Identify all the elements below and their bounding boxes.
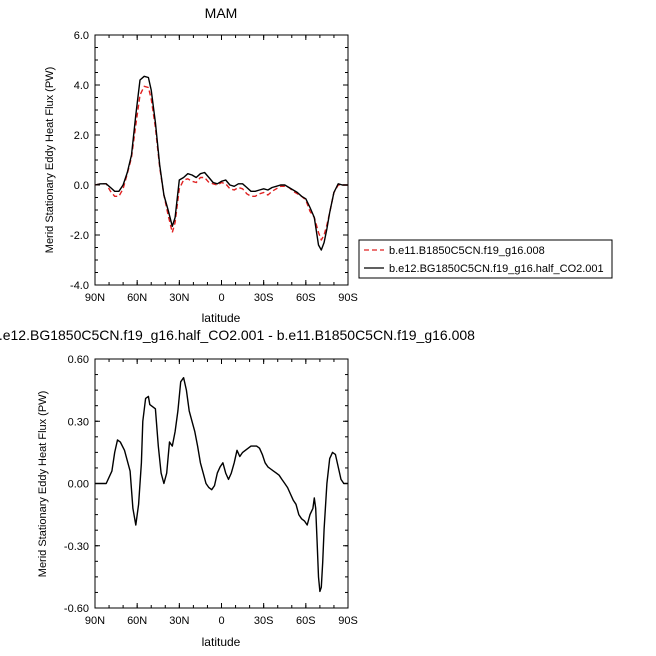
top-x-tick-label: 90N: [85, 292, 105, 304]
top-plot-frame: [94, 34, 349, 286]
top-series-layer: [94, 75, 348, 251]
top-y-tick-label: 4.0: [74, 80, 89, 92]
top-y-tick-label: 0.0: [74, 180, 89, 192]
bottom-chart-title: b.e12.BG1850C5CN.f19_g16.half_CO2.001 - …: [0, 327, 475, 343]
top-x-tick-label: 60N: [127, 292, 147, 304]
top-series-line-2: [94, 75, 348, 251]
top-chart: MAM 6.0 4.0 2.0 0.0 -2.0 -4.0 90N 60N 30N 0 30S 60…: [44, 5, 613, 325]
bottom-y-axis-label: Merid Stationary Eddy Heat Flux (PW): [37, 391, 49, 577]
bottom-x-tick-label: 30N: [169, 615, 189, 627]
top-y-tick-label: 6.0: [74, 30, 89, 42]
legend-box: [358, 239, 613, 279]
bottom-plot-frame: [94, 358, 349, 609]
bottom-y-tick-label: -0.30: [64, 541, 89, 553]
legend-label-series-1: b.e11.B1850C5CN.f19_g16.008: [389, 245, 545, 257]
bottom-x-axis: 90N 60N 30N 0 30S 60S 90S: [85, 359, 358, 627]
top-x-tick-label: 90S: [338, 292, 358, 304]
top-y-tick-label: -4.0: [70, 280, 89, 292]
top-series-line-1: [94, 85, 348, 241]
bottom-y-tick-label: 0.60: [68, 354, 89, 366]
bottom-y-tick-label: 0.30: [68, 416, 89, 428]
bottom-y-tick-label: -0.60: [64, 603, 89, 615]
top-x-tick-label: 0: [218, 292, 224, 304]
top-y-tick-label: 2.0: [74, 130, 89, 142]
top-y-axis: 6.0 4.0 2.0 0.0 -2.0 -4.0: [70, 30, 348, 292]
bottom-x-tick-label: 60N: [127, 615, 147, 627]
top-x-tick-label: 30S: [254, 292, 274, 304]
top-y-tick-label: -2.0: [70, 230, 89, 242]
bottom-series-layer: [95, 377, 348, 593]
top-x-tick-label: 60S: [296, 292, 316, 304]
top-x-tick-label: 30N: [169, 292, 189, 304]
legend-label-series-2: b.e12.BG1850C5CN.f19_g16.half_CO2.001: [389, 263, 604, 275]
bottom-x-tick-label: 60S: [296, 615, 316, 627]
bottom-series-line-1: [95, 377, 348, 593]
top-x-axis: 90N 60N 30N 0 30S 60S 90S: [85, 35, 358, 304]
bottom-x-tick-label: 30S: [254, 615, 274, 627]
bottom-x-tick-label: 0: [218, 615, 224, 627]
top-chart-title: MAM: [205, 5, 238, 21]
top-y-axis-label: Merid Stationary Eddy Heat Flux (PW): [44, 67, 56, 253]
bottom-y-tick-label: 0.00: [68, 479, 89, 491]
bottom-x-tick-label: 90N: [85, 615, 105, 627]
legend: b.e11.B1850C5CN.f19_g16.008 b.e12.BG1850…: [358, 239, 613, 279]
bottom-x-tick-label: 90S: [338, 615, 358, 627]
top-x-axis-label: latitude: [202, 311, 241, 325]
bottom-x-axis-label: latitude: [202, 635, 241, 649]
bottom-chart: b.e12.BG1850C5CN.f19_g16.half_CO2.001 - …: [0, 327, 475, 649]
